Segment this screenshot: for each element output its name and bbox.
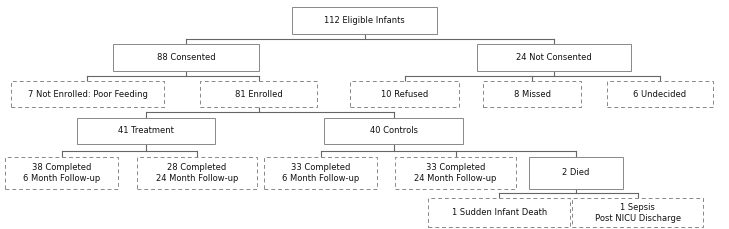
FancyBboxPatch shape bbox=[200, 81, 317, 107]
Text: 112 Eligible Infants: 112 Eligible Infants bbox=[324, 16, 405, 25]
FancyBboxPatch shape bbox=[6, 157, 118, 189]
FancyBboxPatch shape bbox=[292, 7, 437, 34]
FancyBboxPatch shape bbox=[395, 157, 516, 189]
Text: 1 Sudden Infant Death: 1 Sudden Infant Death bbox=[452, 208, 547, 217]
FancyBboxPatch shape bbox=[572, 198, 703, 227]
FancyBboxPatch shape bbox=[77, 117, 215, 144]
Text: 7 Not Enrolled: Poor Feeding: 7 Not Enrolled: Poor Feeding bbox=[28, 90, 147, 98]
FancyBboxPatch shape bbox=[113, 44, 259, 71]
FancyBboxPatch shape bbox=[11, 81, 164, 107]
Text: 33 Completed
24 Month Follow-up: 33 Completed 24 Month Follow-up bbox=[415, 163, 496, 183]
Text: 38 Completed
6 Month Follow-up: 38 Completed 6 Month Follow-up bbox=[23, 163, 101, 183]
Text: 41 Treatment: 41 Treatment bbox=[118, 126, 174, 135]
Text: 28 Completed
24 Month Follow-up: 28 Completed 24 Month Follow-up bbox=[156, 163, 238, 183]
Text: 1 Sepsis
Post NICU Discharge: 1 Sepsis Post NICU Discharge bbox=[595, 203, 681, 223]
FancyBboxPatch shape bbox=[137, 157, 257, 189]
FancyBboxPatch shape bbox=[607, 81, 713, 107]
FancyBboxPatch shape bbox=[477, 44, 631, 71]
FancyBboxPatch shape bbox=[483, 81, 581, 107]
Text: 88 Consented: 88 Consented bbox=[157, 53, 215, 62]
Text: 8 Missed: 8 Missed bbox=[514, 90, 550, 98]
FancyBboxPatch shape bbox=[429, 198, 570, 227]
Text: 24 Not Consented: 24 Not Consented bbox=[516, 53, 592, 62]
FancyBboxPatch shape bbox=[529, 157, 623, 189]
FancyBboxPatch shape bbox=[350, 81, 459, 107]
Text: 10 Refused: 10 Refused bbox=[381, 90, 428, 98]
Text: 81 Enrolled: 81 Enrolled bbox=[235, 90, 283, 98]
Text: 40 Controls: 40 Controls bbox=[370, 126, 418, 135]
Text: 6 Undecided: 6 Undecided bbox=[634, 90, 686, 98]
FancyBboxPatch shape bbox=[324, 117, 463, 144]
Text: 33 Completed
6 Month Follow-up: 33 Completed 6 Month Follow-up bbox=[282, 163, 359, 183]
FancyBboxPatch shape bbox=[264, 157, 378, 189]
Text: 2 Died: 2 Died bbox=[562, 168, 590, 177]
